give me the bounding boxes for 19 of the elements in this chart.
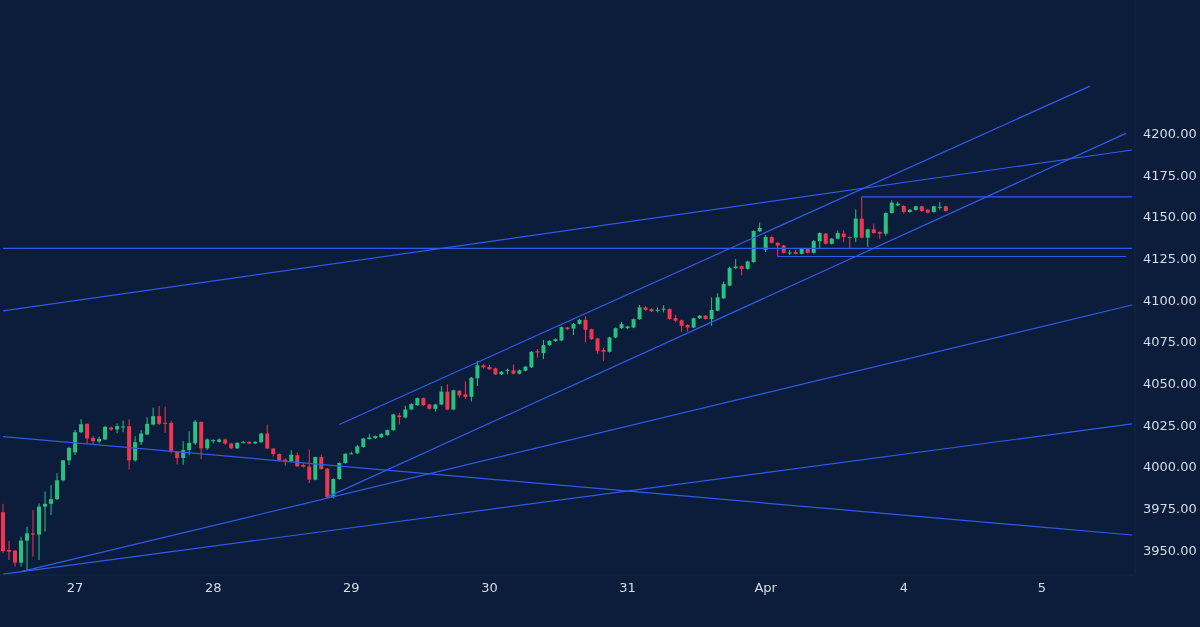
x-tick-label: 29 <box>343 580 360 596</box>
y-tick-label: 4025.00 <box>1143 417 1197 433</box>
x-tick-label: 30 <box>481 580 498 596</box>
x-tick-label: 28 <box>204 580 222 596</box>
y-tick-label: 4150.00 <box>1143 209 1197 225</box>
x-tick-label: Apr <box>754 580 778 596</box>
x-tick-label: 31 <box>619 580 636 596</box>
y-tick-label: 4175.00 <box>1143 167 1197 183</box>
y-tick-label: 4200.00 <box>1143 125 1197 141</box>
y-tick-label: 3950.00 <box>1143 542 1197 558</box>
y-tick-label: 4075.00 <box>1143 334 1197 350</box>
y-tick-label: 4050.00 <box>1143 375 1197 391</box>
y-tick-label: 4125.00 <box>1143 250 1197 266</box>
y-tick-label: 4000.00 <box>1143 459 1197 475</box>
x-tick-label: 5 <box>1037 580 1047 596</box>
x-tick-label: 27 <box>66 580 84 596</box>
y-tick-label: 3975.00 <box>1143 500 1197 516</box>
x-tick-label: 4 <box>899 580 908 596</box>
y-tick-label: 4100.00 <box>1143 292 1197 308</box>
